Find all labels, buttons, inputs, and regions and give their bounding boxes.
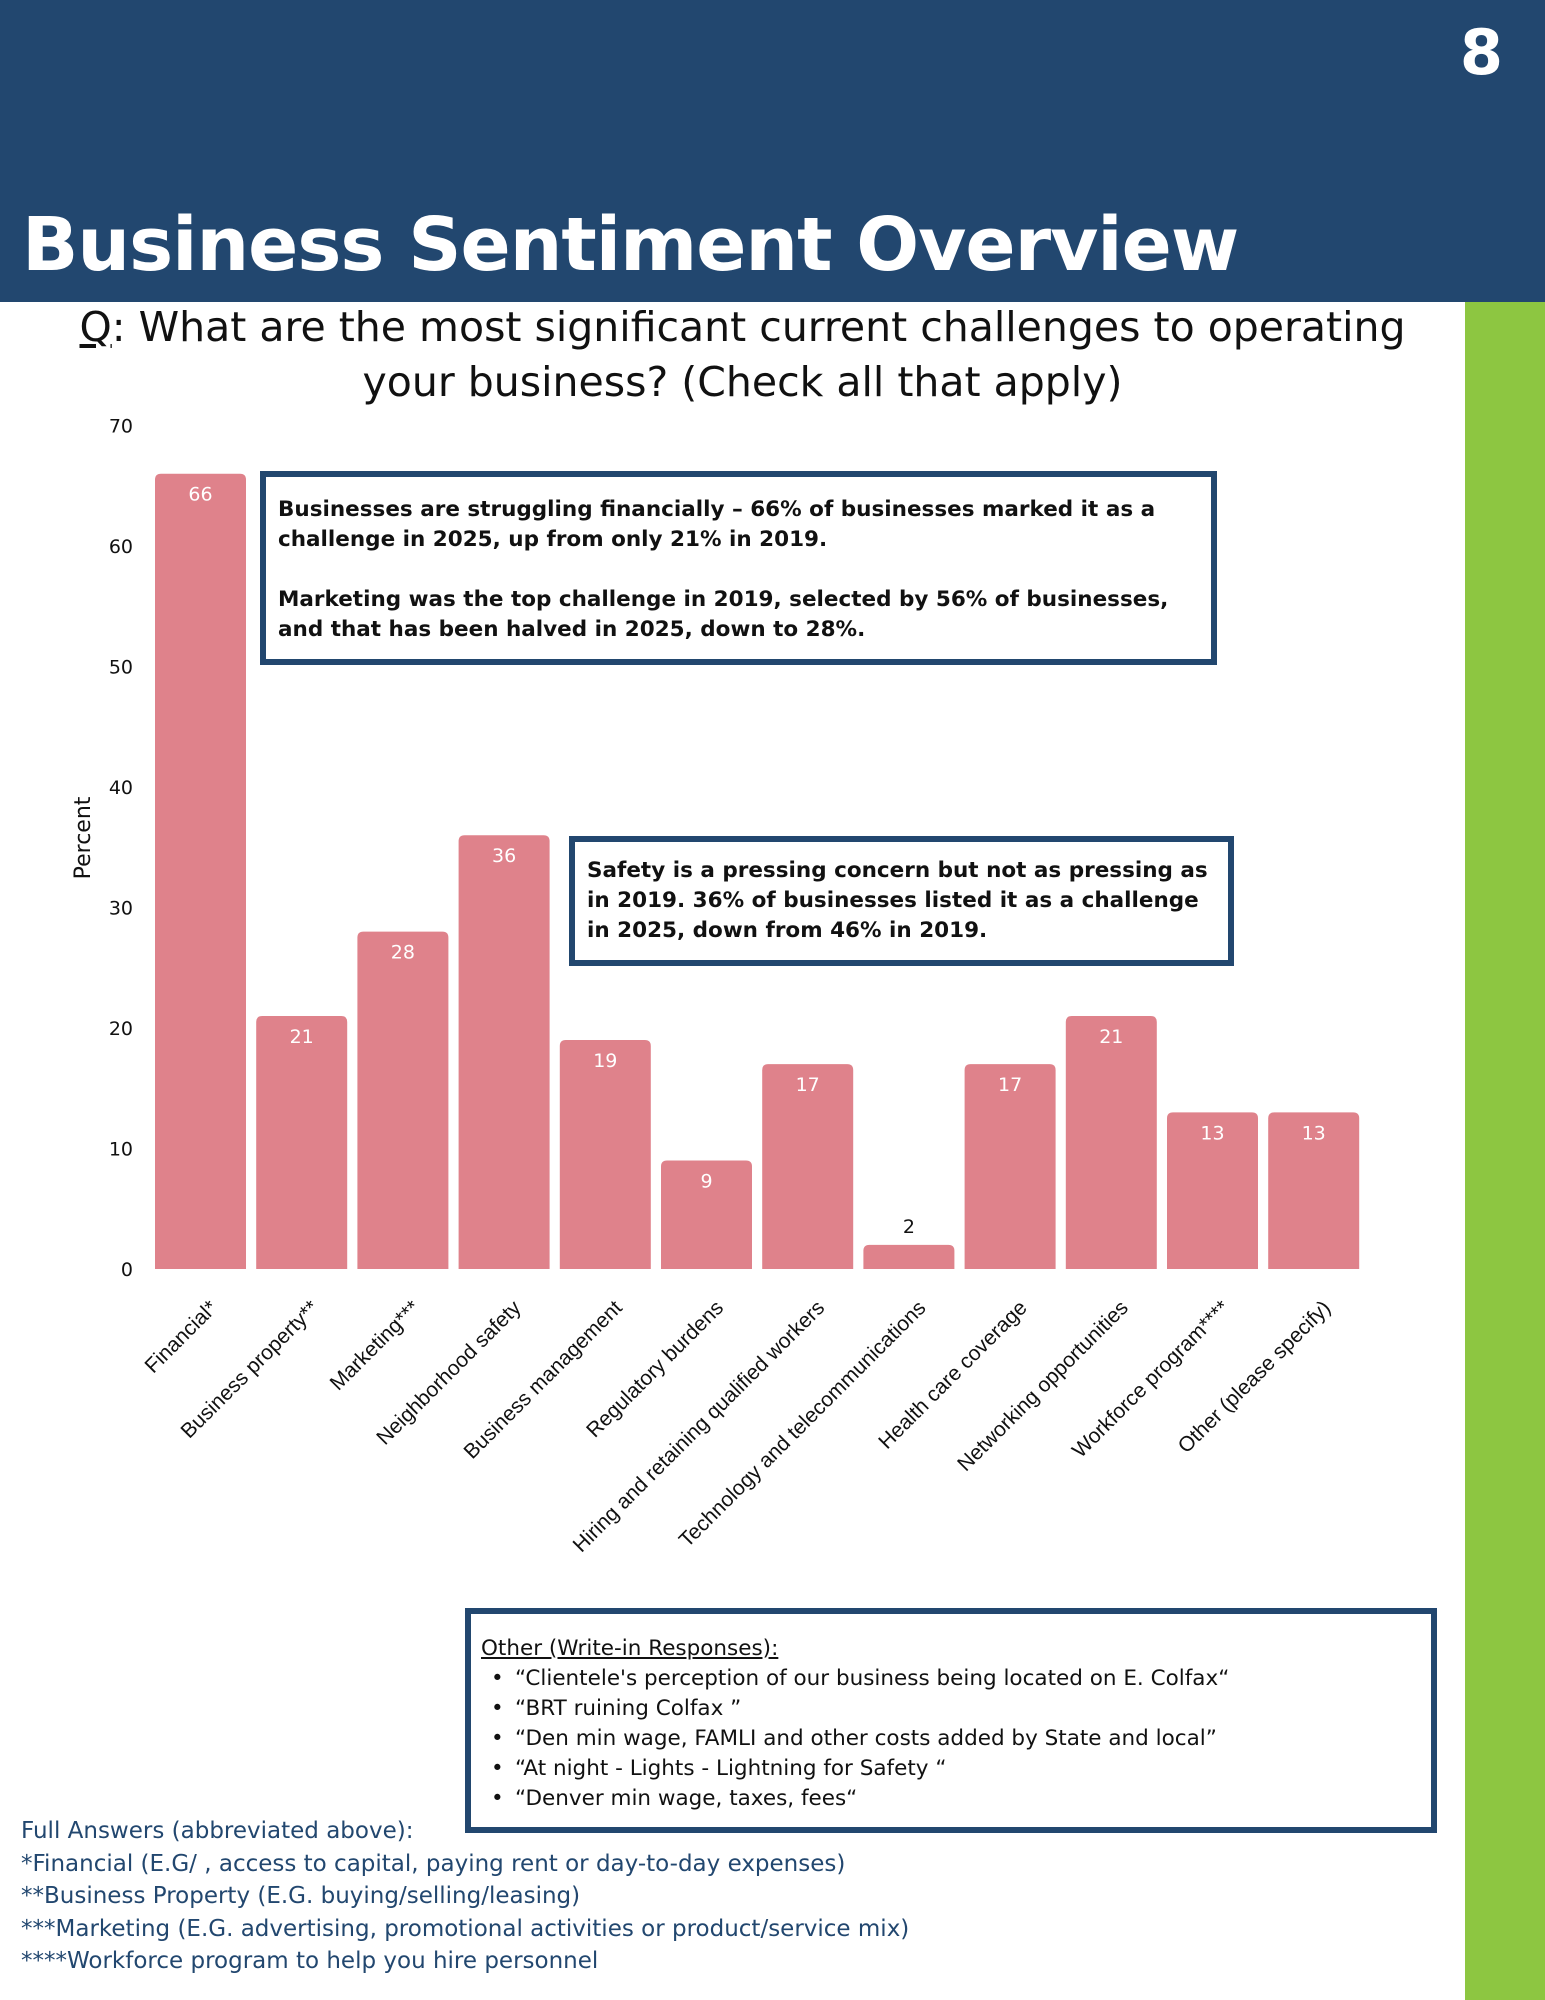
bar-value-label: 13 <box>1302 1122 1326 1144</box>
x-tick-label: Networking opportunities <box>953 1296 1133 1476</box>
y-tick-label: 70 <box>109 416 133 438</box>
list-item: • “At night - Lights - Lightning for Safe… <box>481 1754 1421 1784</box>
bar-value-label: 36 <box>492 845 516 867</box>
bars <box>155 473 1360 1269</box>
bullet-icon: • <box>491 1666 504 1691</box>
bullet-icon: • <box>491 1726 504 1751</box>
bar-value-label: 17 <box>796 1074 820 1096</box>
bullet-icon: • <box>491 1756 504 1781</box>
footnote-workforce-program: ****Workforce program to help you hire p… <box>21 1948 599 1974</box>
y-tick-label: 10 <box>109 1139 133 1161</box>
bullet-icon: • <box>491 1696 504 1721</box>
bar <box>964 1064 1056 1269</box>
question-text: : What are the most significant current … <box>111 303 1406 406</box>
bar-value-label: 9 <box>700 1171 712 1193</box>
bar-value-label: 13 <box>1200 1122 1224 1144</box>
other-write-in-box: Other (Write-in Responses): • “Clientele'… <box>465 1608 1437 1833</box>
other-write-in-title: Other (Write-in Responses): <box>481 1636 779 1661</box>
annotation-safety-text: Safety is a pressing concern but not as … <box>587 858 1208 943</box>
category-labels: Financial*Business property** Marketing**… <box>141 1296 1336 1557</box>
write-in-response: “Den min wage, FAMLI and other costs add… <box>515 1726 1217 1751</box>
y-tick-label: 40 <box>109 777 133 799</box>
other-write-in-list: • “Clientele's perception of our business… <box>481 1664 1421 1814</box>
list-item: • “Clientele's perception of our business… <box>481 1664 1421 1694</box>
annotation-box-financial: Businesses are struggling financially – … <box>260 471 1217 665</box>
write-in-response: “BRT ruining Colfax ” <box>515 1696 742 1721</box>
write-in-response: “Clientele's perception of our business … <box>515 1666 1230 1691</box>
footnotes-heading: Full Answers (abbreviated above): <box>21 1818 414 1844</box>
write-in-response: “At night - Lights - Lightning for Safet… <box>515 1756 947 1781</box>
y-tick-label: 20 <box>109 1018 133 1040</box>
footnotes: Full Answers (abbreviated above): *Finan… <box>21 1815 1121 1978</box>
bar-value-label: 2 <box>903 1216 915 1238</box>
y-axis-ticks: 0 10 20 30 40 50 60 70 <box>109 416 133 1282</box>
bullet-icon: • <box>491 1786 504 1811</box>
bar-value-label: 19 <box>593 1050 617 1072</box>
list-item: • “Den min wage, FAMLI and other costs ad… <box>481 1724 1421 1754</box>
bar <box>357 931 449 1269</box>
bar <box>458 835 550 1269</box>
green-accent-strip <box>1465 302 1545 2000</box>
bar <box>1065 1015 1157 1269</box>
question-prefix: Q <box>79 303 112 351</box>
y-tick-label: 0 <box>121 1259 133 1281</box>
y-tick-label: 60 <box>109 536 133 558</box>
bar <box>1268 1112 1360 1269</box>
page-number: 8 <box>1459 16 1503 89</box>
bar-value-labels: 66 21 28 36 19 9 17 2 17 21 13 13 <box>188 484 1325 1238</box>
footnote-business-property: **Business Property (E.G. buying/selling… <box>21 1883 581 1909</box>
x-tick-label: Financial* <box>141 1296 222 1377</box>
survey-question: Q: What are the most significant current… <box>40 300 1445 410</box>
page-header: 8 Business Sentiment Overview <box>0 0 1545 302</box>
y-tick-label: 50 <box>109 657 133 679</box>
annotation-financial-text: Businesses are struggling financially – … <box>278 497 1156 552</box>
bar-value-label: 17 <box>998 1074 1022 1096</box>
bar-value-label: 21 <box>1099 1026 1123 1048</box>
list-item: • “BRT ruining Colfax ” <box>481 1694 1421 1724</box>
annotation-box-safety: Safety is a pressing concern but not as … <box>569 836 1234 966</box>
bar <box>1167 1112 1258 1269</box>
bar-value-label: 21 <box>290 1026 314 1048</box>
bar <box>155 473 246 1269</box>
x-tick-label: Marketing*** <box>326 1296 425 1395</box>
y-axis-title: Percent <box>71 796 96 879</box>
bar-value-label: 28 <box>391 942 415 964</box>
annotation-marketing-text: Marketing was the top challenge in 2019,… <box>278 587 1169 642</box>
list-item: • “Denver min wage, taxes, fees“ <box>481 1784 1421 1814</box>
write-in-response: “Denver min wage, taxes, fees“ <box>515 1786 858 1811</box>
bar <box>762 1064 854 1269</box>
bar <box>863 1244 955 1269</box>
y-tick-label: 30 <box>109 898 133 920</box>
bar <box>559 1040 651 1269</box>
bar <box>661 1160 752 1269</box>
bar <box>256 1015 348 1269</box>
page-title: Business Sentiment Overview <box>22 202 1239 288</box>
bar-value-label: 66 <box>188 484 212 506</box>
footnote-financial: *Financial (E.G/ , access to capital, pa… <box>21 1850 846 1877</box>
footnote-marketing: ***Marketing (E.G. advertising, promotio… <box>21 1915 910 1942</box>
